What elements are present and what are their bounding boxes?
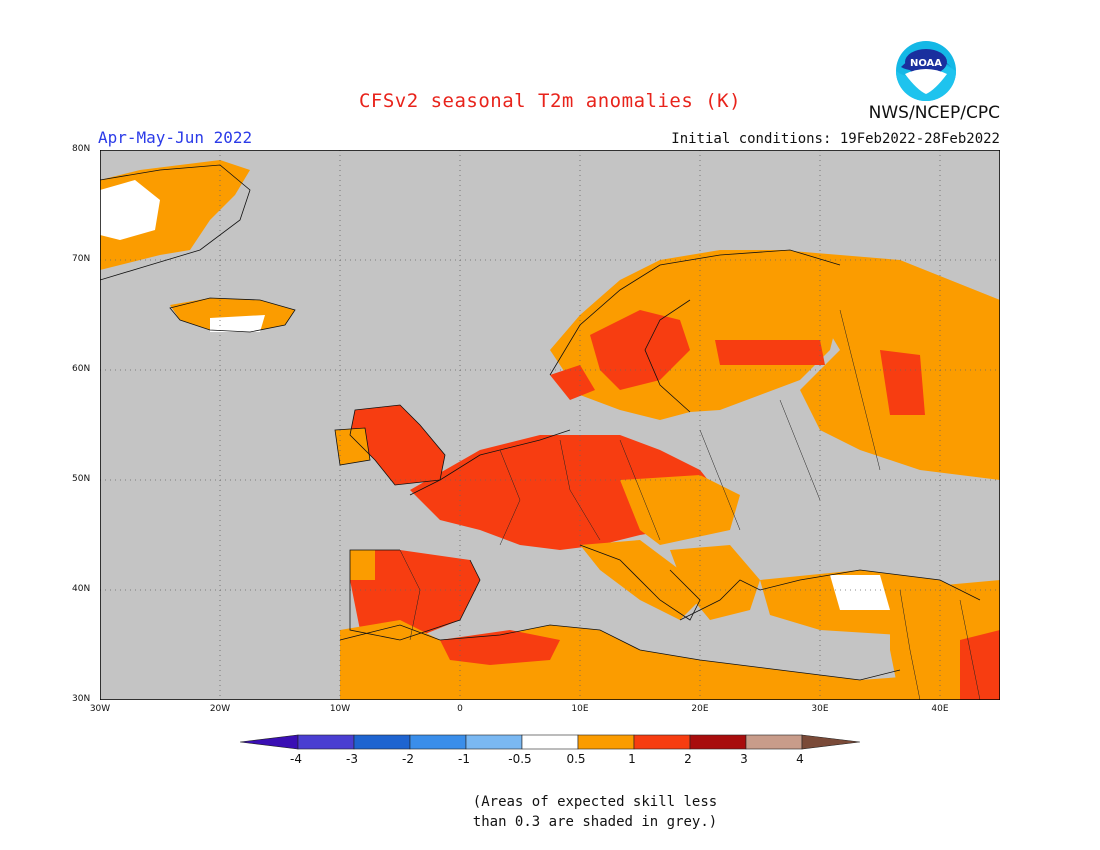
lat-label-80n: 80N	[72, 144, 91, 154]
lon-label-10e: 10E	[571, 704, 589, 714]
legend-label: 1	[628, 752, 636, 766]
anomaly-map	[100, 150, 1000, 700]
lon-label-40e: 40E	[931, 704, 949, 714]
legend-label: 0.5	[566, 752, 586, 766]
country-borders	[399, 309, 981, 700]
legend-swatch	[353, 734, 411, 750]
legend-arrow-low	[240, 734, 299, 750]
legend-label: -1	[458, 752, 470, 766]
skill-note: (Areas of expected skill less than 0.3 a…	[0, 792, 1100, 832]
legend-swatch	[689, 734, 747, 750]
svg-text:NOAA: NOAA	[910, 58, 942, 69]
legend-label: 4	[796, 752, 804, 766]
graticule	[100, 150, 1000, 700]
lat-label-70n: 70N	[72, 254, 91, 264]
legend-swatch	[297, 734, 355, 750]
lat-label-60n: 60N	[72, 364, 91, 374]
agency-label: NWS/NCEP/CPC	[868, 103, 1000, 123]
color-legend	[240, 734, 860, 750]
legend-label: 2	[684, 752, 692, 766]
initial-conditions: Initial conditions: 19Feb2022-28Feb2022	[671, 131, 1000, 147]
legend-label: -4	[290, 752, 302, 766]
lat-label-30n: 30N	[72, 694, 91, 704]
noaa-logo-icon: NOAA	[896, 41, 956, 101]
legend-swatch	[633, 734, 691, 750]
lat-label-50n: 50N	[72, 474, 91, 484]
legend-arrow-high	[801, 734, 860, 750]
lon-label-20w: 20W	[209, 704, 231, 714]
coastlines	[100, 164, 981, 681]
forecast-period: Apr-May-Jun 2022	[98, 128, 253, 147]
skill-note-line-1: (Areas of expected skill less	[472, 794, 718, 810]
legend-label: -2	[402, 752, 414, 766]
map-title: CFSv2 seasonal T2m anomalies (K)	[358, 90, 742, 112]
lon-label-30w: 30W	[89, 704, 111, 714]
legend-label: 3	[740, 752, 748, 766]
legend-swatch	[465, 734, 523, 750]
lat-label-40n: 40N	[72, 584, 91, 594]
lon-label-0: 0	[457, 704, 463, 714]
legend-swatch	[521, 734, 579, 750]
legend-swatch	[409, 734, 467, 750]
skill-note-line-2: than 0.3 are shaded in grey.)	[472, 814, 718, 830]
lon-label-10w: 10W	[329, 704, 351, 714]
legend-swatch	[577, 734, 635, 750]
legend-swatch	[745, 734, 803, 750]
legend-label: -0.5	[508, 752, 532, 766]
legend-label: -3	[346, 752, 358, 766]
lon-label-30e: 30E	[811, 704, 829, 714]
lon-label-20e: 20E	[691, 704, 709, 714]
